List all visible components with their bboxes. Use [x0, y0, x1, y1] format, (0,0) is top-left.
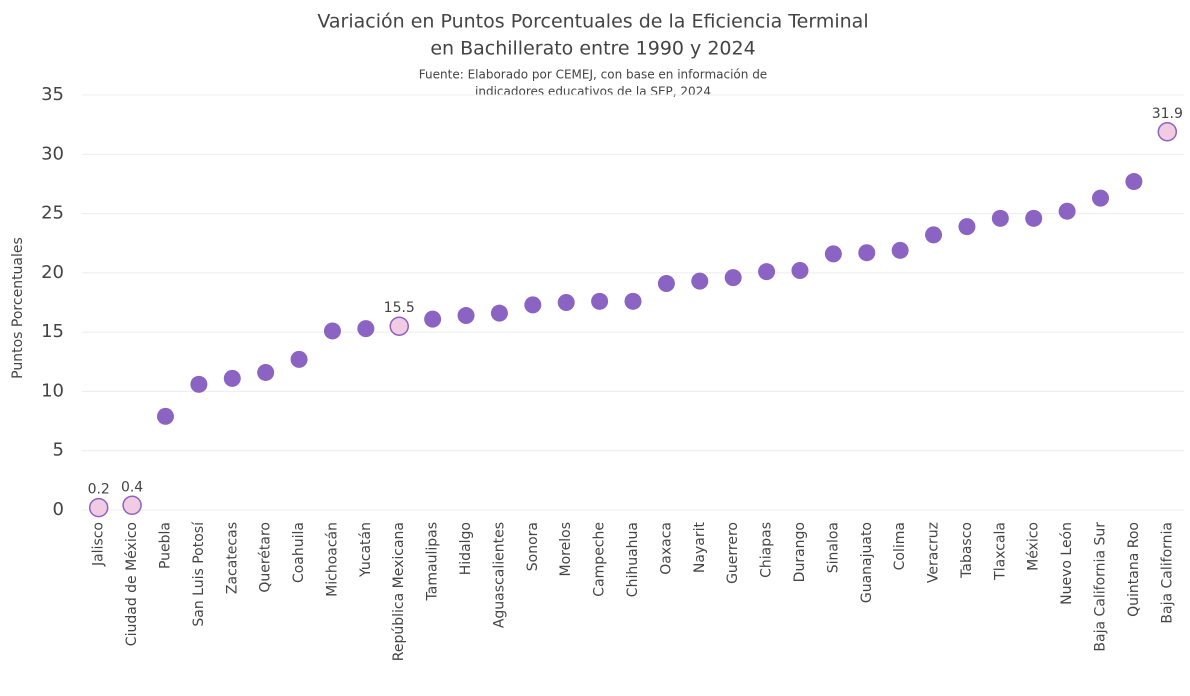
value-label: 31.9 [1152, 106, 1183, 122]
x-tick-label: Chihuahua [625, 522, 641, 597]
x-tick-label: Tlaxcala [992, 522, 1008, 581]
y-tick-label: 20 [41, 262, 64, 283]
dot [490, 304, 508, 322]
dot [724, 269, 742, 287]
y-tick-label: 30 [41, 143, 64, 164]
chart-title: en Bachillerato entre 1990 y 2024 [430, 38, 755, 60]
y-tick-label: 5 [53, 440, 64, 461]
x-tick-label: Yucatán [358, 522, 374, 578]
x-tick-label: San Luis Potosí [191, 521, 207, 627]
x-tick-label: Puebla [157, 522, 173, 569]
x-tick-label: Sinaloa [825, 522, 841, 573]
x-tick-label: Querétaro [258, 522, 274, 593]
dot [457, 307, 475, 325]
dot [758, 263, 776, 281]
dot [357, 320, 375, 338]
chart-subtitle: Fuente: Elaborado por CEMEJ, con base en… [419, 68, 767, 82]
value-label: 0.2 [88, 482, 110, 498]
x-tick-label: Guerrero [725, 522, 741, 584]
dot [1092, 189, 1110, 207]
dot [925, 226, 943, 244]
x-tick-label: Tamaulipas [425, 522, 441, 601]
dot [991, 209, 1009, 227]
dot [88, 497, 109, 518]
value-label: 0.4 [121, 479, 143, 495]
x-tick-label: Baja California Sur [1093, 522, 1109, 652]
dot [190, 375, 208, 393]
dot [223, 369, 241, 387]
dot [257, 363, 275, 381]
dot [524, 296, 542, 314]
dot [1025, 209, 1043, 227]
dot [1157, 122, 1178, 142]
dot [691, 272, 709, 290]
x-tick-label: República Mexicana [391, 522, 407, 661]
dot [1058, 202, 1076, 220]
dot [156, 407, 174, 425]
x-tick-label: México [1026, 522, 1042, 571]
dot [557, 294, 575, 311]
x-tick-label: Veracruz [926, 522, 942, 583]
y-tick-label: 10 [41, 380, 64, 401]
y-tick-label: 15 [41, 321, 64, 342]
dot [591, 292, 609, 310]
x-tick-label: Durango [792, 522, 808, 582]
x-tick-label: Baja California [1159, 522, 1175, 624]
x-tick-label: Ciudad de México [124, 522, 140, 646]
x-tick-label: Sonora [525, 522, 541, 571]
dot [122, 495, 142, 516]
x-tick-label: Hidalgo [458, 522, 474, 575]
dot [791, 261, 809, 279]
y-axis-label: Puntos Porcentuales [10, 237, 26, 379]
y-tick-label: 0 [53, 499, 64, 520]
dot [624, 292, 642, 310]
x-tick-label: Nuevo León [1059, 522, 1075, 605]
dot [891, 241, 909, 259]
x-tick-label: Oaxaca [658, 522, 674, 575]
x-tick-label: Tabasco [959, 522, 975, 579]
dot [323, 322, 341, 340]
x-tick-label: Campeche [592, 522, 608, 597]
x-tick-label: Aguascalientes [491, 522, 507, 628]
dot [824, 245, 842, 263]
x-tick-label: Morelos [558, 522, 574, 576]
x-tick-label: Michoacán [324, 522, 340, 597]
dot [424, 310, 442, 328]
y-tick-label: 25 [41, 203, 64, 224]
y-tick-label: 35 [41, 84, 64, 105]
x-tick-label: Nayarit [692, 522, 708, 574]
dot [290, 350, 308, 368]
x-tick-label: Quintana Roo [1126, 522, 1142, 617]
dot [1125, 173, 1143, 191]
dot [858, 244, 876, 262]
x-tick-label: Coahuila [291, 522, 307, 583]
dot [389, 316, 409, 336]
chart-title: Variación en Puntos Porcentuales de la E… [317, 11, 868, 33]
x-tick-label: Chiapas [759, 522, 775, 578]
dot [958, 218, 976, 236]
value-label: 15.5 [384, 300, 415, 316]
dot [657, 275, 675, 293]
x-tick-label: Colima [892, 522, 908, 570]
x-tick-label: Zacatecas [224, 522, 240, 594]
x-tick-label: Guanajuato [859, 522, 875, 603]
x-tick-label: Jalisco [91, 522, 107, 567]
chart-subtitle: indicadores educativos de la SEP, 2024 [475, 85, 711, 99]
